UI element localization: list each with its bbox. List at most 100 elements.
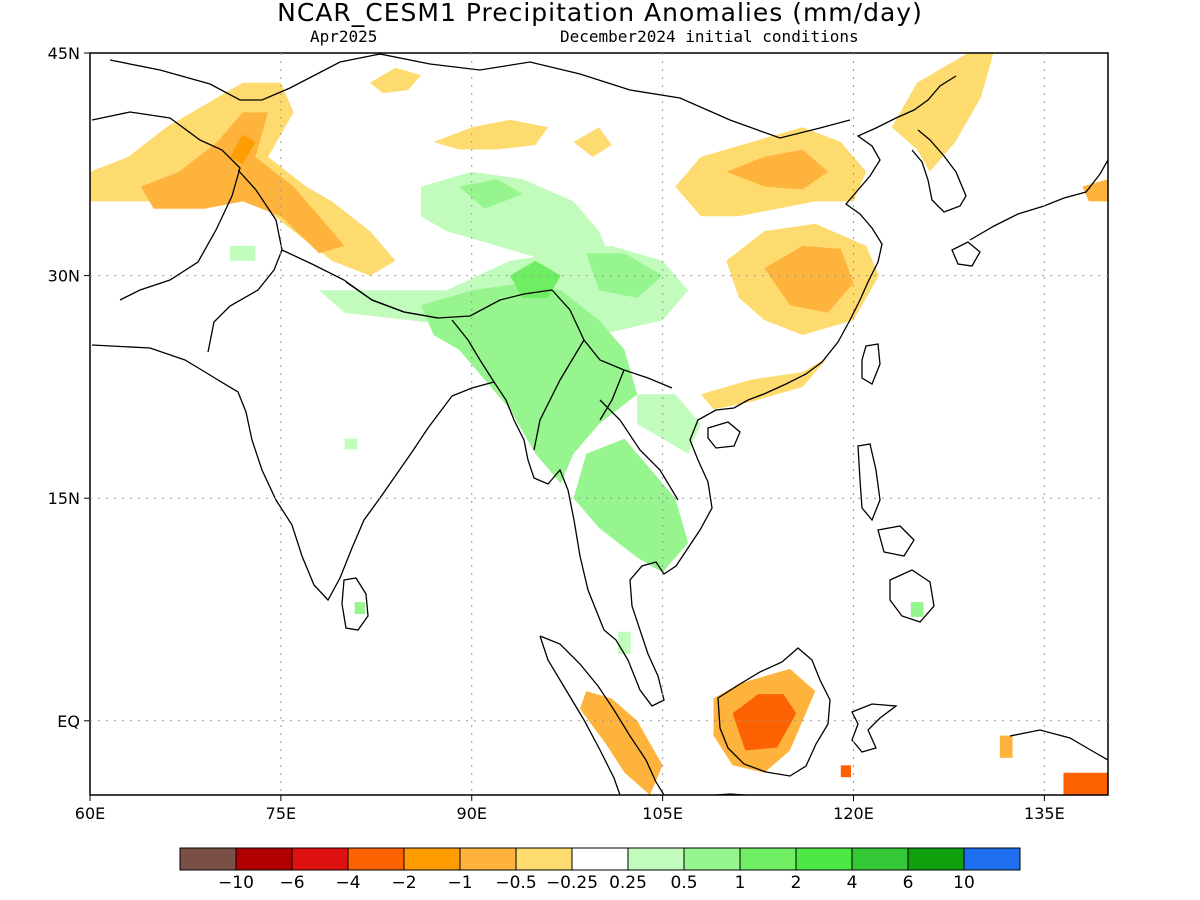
anomaly-sumatra-dry — [579, 691, 663, 795]
anomaly-mainland-sea-wet — [420, 283, 638, 484]
colorbar-label: −2 — [391, 873, 416, 893]
lat-tick-label: 30N — [48, 267, 80, 286]
anomaly-new-guinea-dry — [1063, 772, 1108, 795]
colorbar-label: −10 — [218, 873, 254, 893]
forecast-month: Apr2025 — [310, 27, 378, 46]
initial-conditions: December2024 initial conditions — [560, 27, 859, 46]
colorbar-swatch — [795, 847, 853, 871]
luzon — [857, 443, 881, 522]
japan — [969, 159, 1108, 241]
colorbar-label: −0.25 — [546, 873, 598, 893]
axis-ticks: 60E 75E 90E 105E 120E 135E 45N 30N 15N EQ — [48, 44, 1065, 823]
lon-tick-label: 135E — [1024, 804, 1065, 823]
hainan — [707, 421, 741, 449]
kyushu — [951, 241, 981, 267]
colorbar-swatch — [963, 847, 1021, 871]
taiwan — [861, 343, 881, 385]
anomaly-moluccas-dry — [999, 735, 1013, 758]
anomaly-north-pakistan-dry-3 — [230, 134, 256, 165]
colorbar-label: −4 — [335, 873, 360, 893]
pakistan-india-border — [207, 169, 283, 353]
colorbar-swatch — [403, 847, 461, 871]
colorbar-swatch — [179, 847, 237, 871]
colorbar-label: −6 — [279, 873, 304, 893]
anomaly-sri-lanka-wet — [354, 602, 365, 614]
colorbar-label: 4 — [847, 873, 858, 893]
sumatra — [539, 635, 665, 795]
anomaly-layer — [90, 53, 1108, 795]
visayas — [877, 525, 915, 557]
anomaly-india-wet-2 — [344, 438, 358, 450]
colorbar-label: 10 — [953, 873, 975, 893]
anomaly-japan-dry — [1082, 179, 1108, 202]
anomaly-malaya-wet — [618, 631, 631, 654]
anomaly-north-china-dry-2 — [726, 149, 828, 190]
colorbar-label: −0.5 — [495, 873, 536, 893]
bangladesh-border — [451, 319, 495, 383]
colorbar-swatch — [571, 847, 629, 871]
anomaly-north-pakistan-dry-2 — [140, 112, 345, 254]
colorbar-swatch — [907, 847, 965, 871]
colorbar-swatch — [739, 847, 797, 871]
colorbar-label: 0.25 — [609, 873, 647, 893]
mongolia-border — [379, 53, 851, 139]
java — [705, 793, 755, 795]
anomaly-indochina-wet — [637, 394, 701, 454]
anomaly-sulawesi-dry — [840, 765, 851, 778]
colorbar-label: 2 — [791, 873, 802, 893]
china-border-north — [109, 53, 381, 101]
colorbar-swatch — [291, 847, 349, 871]
china-coastline — [747, 75, 957, 401]
anomaly-tibet-dry-2 — [433, 119, 549, 150]
anomaly-sichuan-wet — [586, 253, 663, 298]
coastlines — [91, 53, 1108, 795]
colorbar-swatch — [851, 847, 909, 871]
map-frame — [89, 52, 1109, 796]
anomaly-tibet-dry-1 — [370, 67, 421, 94]
colorbar-swatch — [347, 847, 405, 871]
gridlines — [90, 53, 1108, 795]
anomaly-korea-dry — [891, 53, 994, 172]
anomaly-qinghai-dry — [573, 127, 612, 157]
colorbar-swatch — [515, 847, 573, 871]
colorbar-swatch — [627, 847, 685, 871]
sri-lanka — [341, 577, 369, 631]
anomaly-south-china-coast-dry — [700, 357, 828, 410]
anomaly-myanmar-wet-core — [509, 260, 561, 298]
colorbar-swatch — [683, 847, 741, 871]
lon-tick-label: 120E — [833, 804, 874, 823]
colorbar-label: 0.5 — [670, 873, 697, 893]
afghan-border — [91, 111, 241, 301]
se-asia-borders — [533, 289, 679, 501]
korea — [911, 129, 967, 213]
lat-tick-label: 45N — [48, 44, 80, 63]
colorbar-label: −1 — [447, 873, 472, 893]
india-coastline — [91, 344, 453, 602]
anomaly-tibet-wet — [420, 171, 612, 276]
lon-tick-label: 75E — [266, 804, 296, 823]
lon-tick-label: 60E — [75, 804, 105, 823]
plot-title: NCAR_CESM1 Precipitation Anomalies (mm/d… — [277, 0, 923, 27]
new-guinea — [1009, 729, 1108, 761]
nepal-border — [345, 281, 439, 319]
anomaly-philippines-wet — [910, 602, 924, 617]
lon-tick-label: 105E — [642, 804, 683, 823]
colorbar-swatch — [235, 847, 293, 871]
colorbar-label: 1 — [735, 873, 746, 893]
lat-tick-label: 15N — [48, 489, 80, 508]
anomaly-east-china-dry-2 — [764, 245, 854, 313]
colorbar-label: 6 — [903, 873, 914, 893]
sulawesi — [851, 703, 898, 753]
lat-tick-label: EQ — [57, 712, 80, 731]
anomaly-borneo-dry-core — [732, 694, 797, 751]
mindanao — [889, 569, 935, 623]
borneo — [717, 647, 831, 777]
malay-peninsula — [603, 399, 749, 707]
colorbar: −10 −6 −4 −2 −1 −0.5 −0.25 0.25 0.5 1 2 4 6 10 — [179, 847, 1021, 893]
colorbar-swatch — [459, 847, 517, 871]
anomaly-india-wet-1 — [230, 245, 256, 261]
myanmar-coastline — [451, 381, 605, 631]
anomaly-thailand-wet — [573, 438, 689, 573]
anomaly-tibet-wet-2 — [459, 179, 523, 209]
